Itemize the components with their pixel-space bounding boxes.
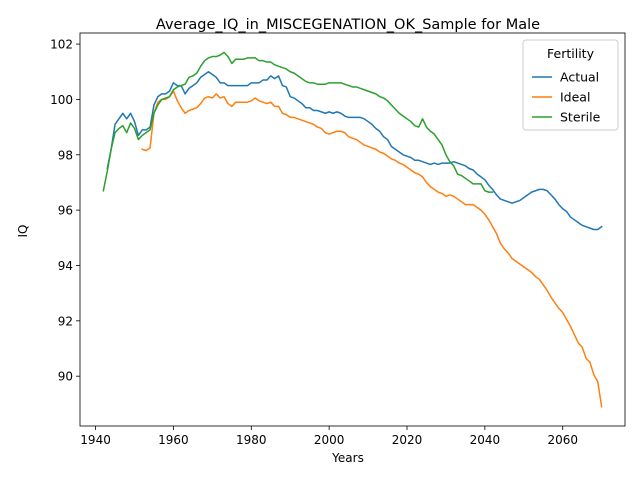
chart-title: Average_IQ_in_MISCEGENATION_OK_Sample fo… [156,17,540,33]
y-tick-label: 98 [58,148,73,162]
series-line-sterile [102,51,494,193]
axes-frame [79,32,626,427]
series-line-ideal [141,90,603,408]
legend-title: Fertility [547,46,595,61]
x-tick-label: 2040 [470,433,501,447]
legend-label-actual: Actual [560,70,599,85]
x-axis-label: Years [331,451,364,465]
y-tick-label: 100 [50,93,73,107]
legend-label-sterile: Sterile [560,110,601,125]
y-tick-label: 90 [58,370,73,384]
x-tick-label: 2060 [547,433,578,447]
legend-label-ideal: Ideal [560,90,590,105]
y-axis-ticks: 90 92 94 96 98 100 102 [50,38,80,384]
x-axis-ticks: 1940 1960 1980 2000 2020 2040 2060 [80,426,578,447]
x-tick-label: 2020 [392,433,423,447]
y-tick-label: 94 [58,259,73,273]
legend: Fertility Actual Ideal Sterile [522,39,619,131]
y-axis-label: IQ [16,225,30,238]
plot-area [79,32,626,427]
y-tick-label: 102 [50,38,73,52]
series-line-actual [106,71,603,231]
x-tick-label: 1960 [158,433,189,447]
x-tick-label: 1980 [236,433,267,447]
x-tick-label: 2000 [314,433,345,447]
y-tick-label: 96 [58,204,73,218]
y-tick-label: 92 [58,314,73,328]
x-tick-label: 1940 [80,433,111,447]
legend-box [522,39,619,131]
